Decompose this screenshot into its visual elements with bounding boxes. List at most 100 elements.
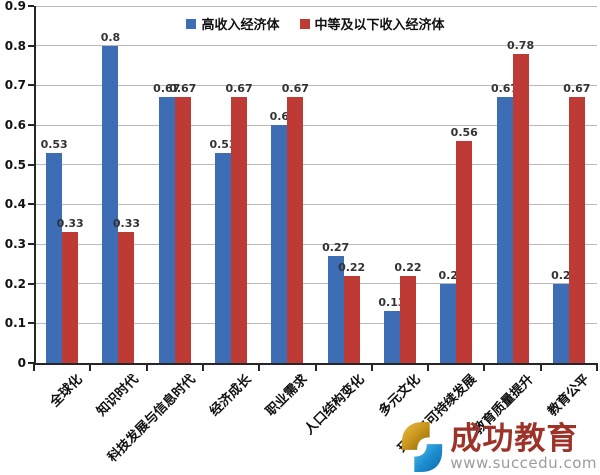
y-axis-tick [28,44,34,47]
bar-value-label: 0.67 [225,82,253,96]
legend-item: 高收入经济体 [186,14,280,33]
bar-value-label: 0.22 [394,260,422,274]
x-axis-tick [89,365,92,371]
gridline [34,203,597,205]
gridline [34,45,597,47]
bar-value-label: 0.67 [281,82,309,96]
watermark-url: www.succedu.com [450,454,597,473]
y-axis-label: 0.3 [4,237,26,251]
watermark: 成功教育 www.succedu.com [398,420,597,474]
x-axis-category-label: 全球化 [47,372,86,411]
bar-value-label: 0.53 [209,137,237,151]
bar-high-income [215,152,232,363]
y-axis-tick [28,362,34,364]
x-axis-tick [314,365,317,371]
y-axis-label: 0.9 [4,0,26,13]
bar-middle-low-income [62,232,79,363]
bar-middle-low-income [287,97,304,363]
x-axis-category-label: 经济成长 [207,372,255,420]
legend-swatch-icon [186,18,197,29]
bar-value-label: 0.27 [322,240,350,254]
bar-high-income [327,255,344,363]
bar-value-label: 0.2 [551,268,571,282]
x-axis-tick [427,365,430,371]
bar-value-label: 0.2 [438,268,459,282]
y-axis-tick [28,243,34,245]
bar-high-income [383,311,400,363]
y-axis-tick [28,322,34,325]
x-axis-tick [370,365,373,371]
bar-middle-low-income [118,232,135,363]
bar-value-label: 0.33 [112,217,140,231]
y-axis-label: 0.2 [4,276,26,291]
x-axis-category-label: 多元文化 [376,372,424,420]
gridline [34,124,597,126]
legend-label: 中等及以下收入经济体 [314,18,445,33]
bar-middle-low-income [343,275,360,363]
x-axis-tick [539,365,542,371]
gridline [34,322,597,324]
y-axis-label: 0.5 [4,157,26,172]
y-axis-label: 0 [17,356,26,370]
bar-high-income [271,125,288,363]
bar-value-label: 0.67 [153,82,181,96]
gridline [34,84,597,86]
x-axis-tick [483,365,486,371]
bar-value-label: 0.22 [338,260,366,274]
bar-middle-low-income [231,97,248,363]
x-axis-tick [258,365,261,371]
y-axis-tick [28,124,34,126]
x-axis-category-label: 教育公平 [545,372,593,420]
x-axis-category-label: 人口结构变化 [301,372,368,438]
bar-value-label: 0.56 [450,125,478,139]
y-axis-tick [28,203,34,206]
x-axis-tick [33,365,35,371]
bar-value-label: 0.53 [40,137,68,151]
y-axis-label: 0.1 [4,316,26,331]
y-axis-tick [28,282,34,285]
legend-item: 中等及以下收入经济体 [299,14,445,33]
x-axis-category-label: 职业需求 [263,372,311,420]
bar-value-label: 0.13 [378,296,406,310]
bar-high-income [102,45,119,363]
x-axis [33,363,598,365]
legend: 高收入经济体 中等及以下收入经济体 [34,14,597,33]
bar-value-label: 0.78 [506,38,535,52]
bar-high-income [552,283,569,363]
x-axis-tick [201,365,204,371]
gridline [34,283,597,285]
y-axis [34,6,36,365]
y-axis-label: 0.7 [4,78,26,93]
gridline [34,5,597,7]
y-axis-tick [28,5,34,7]
bar-value-label: 0.67 [563,82,591,96]
bar-value-label: 0.33 [56,217,84,231]
bar-middle-low-income [568,97,585,363]
bar-middle-low-income [399,275,416,363]
y-axis-label: 0.8 [4,38,26,53]
bar-value-label: 0.67 [490,82,519,96]
bar-value-label: 0.6 [269,110,290,123]
watermark-brand: 成功教育 [450,420,579,457]
bar-value-label: 0.8 [100,30,121,44]
legend-label: 高收入经济体 [201,18,280,33]
gridline [34,164,597,166]
bar-middle-low-income [456,140,473,363]
bar-value-label: 0.67 [169,82,197,96]
bar-high-income [158,97,175,363]
watermark-text: 成功教育 www.succedu.com [450,423,597,472]
bar-high-income [440,283,457,363]
succedu-logo-icon [402,422,443,472]
y-axis-label: 0.4 [4,197,26,212]
y-axis-tick [28,163,34,166]
y-axis-label: 0.6 [4,118,26,132]
bar-middle-low-income [174,97,191,363]
bar-middle-low-income [512,53,529,363]
y-axis-tick [28,84,34,87]
legend-swatch-icon [299,18,310,29]
x-axis-tick [145,365,148,371]
bar-high-income [46,152,63,363]
gridline [34,243,597,245]
x-axis-tick [596,365,598,371]
